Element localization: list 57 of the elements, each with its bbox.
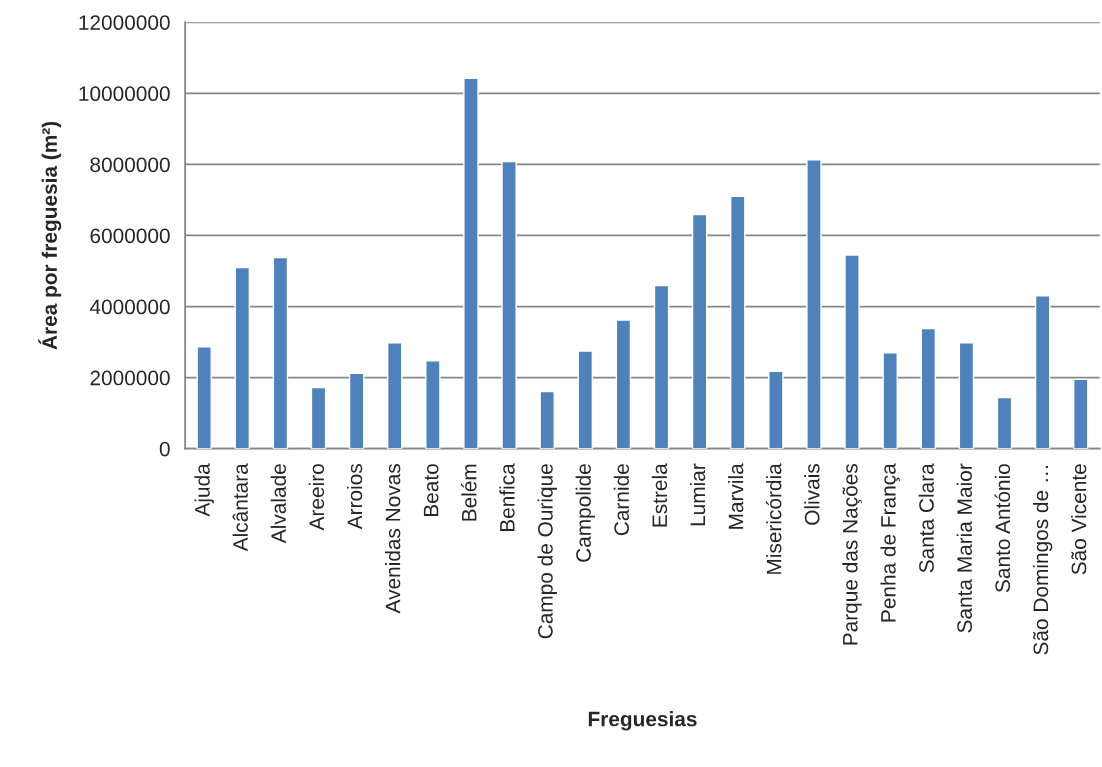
- bar: [882, 352, 898, 449]
- x-tick-label: Benfica: [499, 463, 515, 532]
- bar: [691, 213, 708, 449]
- x-tick-label: Campolide: [575, 464, 596, 562]
- x-tick-label: Estrela: [651, 463, 668, 527]
- bar: [310, 386, 327, 449]
- x-tick-label: Misericórdia: [765, 463, 782, 574]
- y-tick-label: 12000000: [79, 15, 170, 30]
- x-tick-label: Ajuda: [194, 463, 214, 517]
- y-tick-label: 0: [159, 441, 170, 457]
- x-tick-label: Belém: [461, 464, 477, 521]
- x-tick-label: Alcântara: [232, 463, 248, 552]
- bar: [958, 342, 975, 449]
- bar: [272, 256, 289, 449]
- x-tick-label: Avenidas Novas: [385, 464, 401, 614]
- y-tick-label: 10000000: [79, 86, 170, 102]
- bar: [539, 390, 555, 449]
- bar: [348, 372, 365, 449]
- bar: [1034, 295, 1051, 449]
- x-tick-label: Penha de França: [880, 463, 900, 622]
- x-tick-label: Campo de Ourique: [537, 464, 557, 639]
- x-tick-label: Carnide: [613, 464, 629, 536]
- x-axis-title: Freguesias: [588, 711, 697, 731]
- x-tick-label: Olivais: [804, 464, 820, 525]
- x-tick-label: Lumiar: [689, 463, 706, 526]
- y-tick-label: 4000000: [89, 299, 170, 315]
- bar: [577, 350, 594, 449]
- x-tick-label: Alvalade: [270, 464, 287, 544]
- y-tick-label: 8000000: [90, 157, 170, 173]
- bar: [653, 284, 670, 449]
- x-tick-label: São Vicente: [1071, 464, 1087, 575]
- bar: [729, 195, 746, 449]
- bar: [387, 342, 403, 449]
- y-axis-title: Área por freguesia (m²): [38, 121, 62, 350]
- bar: [996, 396, 1013, 449]
- x-tick-label: Arroios: [346, 464, 363, 530]
- bar: [463, 77, 479, 449]
- x-tick-label: Areeiro: [308, 464, 325, 531]
- bar: [425, 360, 441, 449]
- bar: [615, 319, 632, 449]
- y-tick-label: 2000000: [90, 370, 170, 386]
- x-tick-label: Santa Clara: [918, 463, 934, 573]
- bar: [844, 254, 860, 449]
- bar: [501, 160, 517, 449]
- x-tick-label: Marvila: [728, 463, 744, 529]
- x-tick-label: Santa Maria Maior: [956, 463, 972, 633]
- x-tick-label: Santo António: [994, 464, 1011, 593]
- bar: [1072, 378, 1089, 449]
- y-tick-label: 6000000: [90, 228, 170, 244]
- bar: [806, 159, 822, 449]
- x-tick-label: São Domingos de …: [1032, 466, 1053, 655]
- bar: [234, 266, 251, 449]
- bar: [196, 346, 212, 449]
- bar: [768, 370, 784, 449]
- x-tick-label: Beato: [423, 464, 439, 517]
- bar: [920, 327, 937, 449]
- x-tick-label: Parque das Nações: [842, 464, 862, 645]
